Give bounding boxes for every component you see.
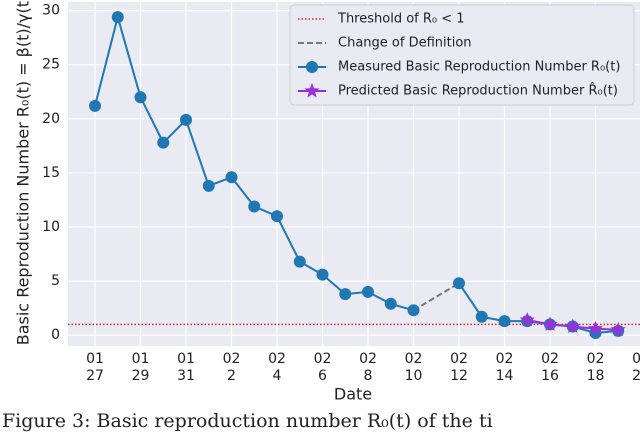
legend: Threshold of R₀ < 1 Change of Definition M… <box>289 4 635 106</box>
circle-marker <box>498 315 511 328</box>
y-tick-label: 15 <box>42 165 60 181</box>
star-marker <box>519 312 535 327</box>
y-tick-label: 25 <box>42 57 60 73</box>
legend-label: Predicted Basic Reproduction Number R̂₀(… <box>338 83 618 98</box>
legend-box <box>289 4 635 106</box>
legend-swatch <box>306 61 318 73</box>
circle-marker <box>89 99 101 112</box>
star-marker <box>542 316 558 331</box>
circle-marker <box>316 268 329 281</box>
circle-marker <box>180 113 192 126</box>
circle-marker <box>271 210 283 223</box>
y-tick-label: 5 <box>51 273 60 289</box>
x-tick-label: 02 2 <box>222 351 241 384</box>
circle-marker <box>157 136 170 149</box>
x-tick-label: 01 29 <box>131 351 150 384</box>
x-tick-label: 02 20 <box>632 351 640 384</box>
x-tick-label: 02 4 <box>268 351 286 384</box>
x-tick-label: 02 16 <box>541 351 559 384</box>
circle-marker <box>384 297 397 310</box>
x-axis-label: Date <box>334 385 372 404</box>
circle-marker <box>248 200 261 213</box>
x-tick-label: 02 14 <box>495 351 514 384</box>
circle-marker <box>202 179 215 192</box>
star-marker <box>587 320 604 336</box>
circle-marker <box>407 304 420 317</box>
y-tick-label: 30 <box>42 3 60 19</box>
legend-label: Threshold of R₀ < 1 <box>337 12 465 27</box>
y-axis-label: Basic Reproduction Number R₀(t) = β(t)/γ… <box>14 0 33 345</box>
circle-marker <box>453 277 465 290</box>
star-marker <box>610 321 626 337</box>
star-marker <box>565 318 581 333</box>
circle-marker <box>339 288 352 301</box>
circle-marker <box>293 255 306 268</box>
legend-label: Change of Definition <box>338 36 472 51</box>
circle-marker <box>134 91 147 104</box>
legend-label: Measured Basic Reproduction Number R₀(t) <box>338 60 620 75</box>
x-tick-label: 02 12 <box>450 351 468 384</box>
circle-marker <box>362 285 374 298</box>
x-tick-label: 02 10 <box>404 351 423 384</box>
x-tick-label: 02 18 <box>586 351 605 384</box>
circle-marker <box>475 310 488 323</box>
circle-marker <box>225 171 238 184</box>
x-tick-label: 01 27 <box>86 351 104 384</box>
x-tick-label: 02 6 <box>313 351 332 384</box>
circle-marker <box>111 11 124 24</box>
legend-swatch <box>304 83 320 98</box>
y-tick-label: 10 <box>42 219 60 235</box>
y-tick-label: 0 <box>51 327 60 343</box>
x-tick-label: 01 31 <box>177 351 195 384</box>
x-tick-label: 02 8 <box>359 351 377 384</box>
y-tick-label: 20 <box>42 111 60 127</box>
caption: Figure 3: Basic reproduction number R₀(t… <box>2 410 493 432</box>
